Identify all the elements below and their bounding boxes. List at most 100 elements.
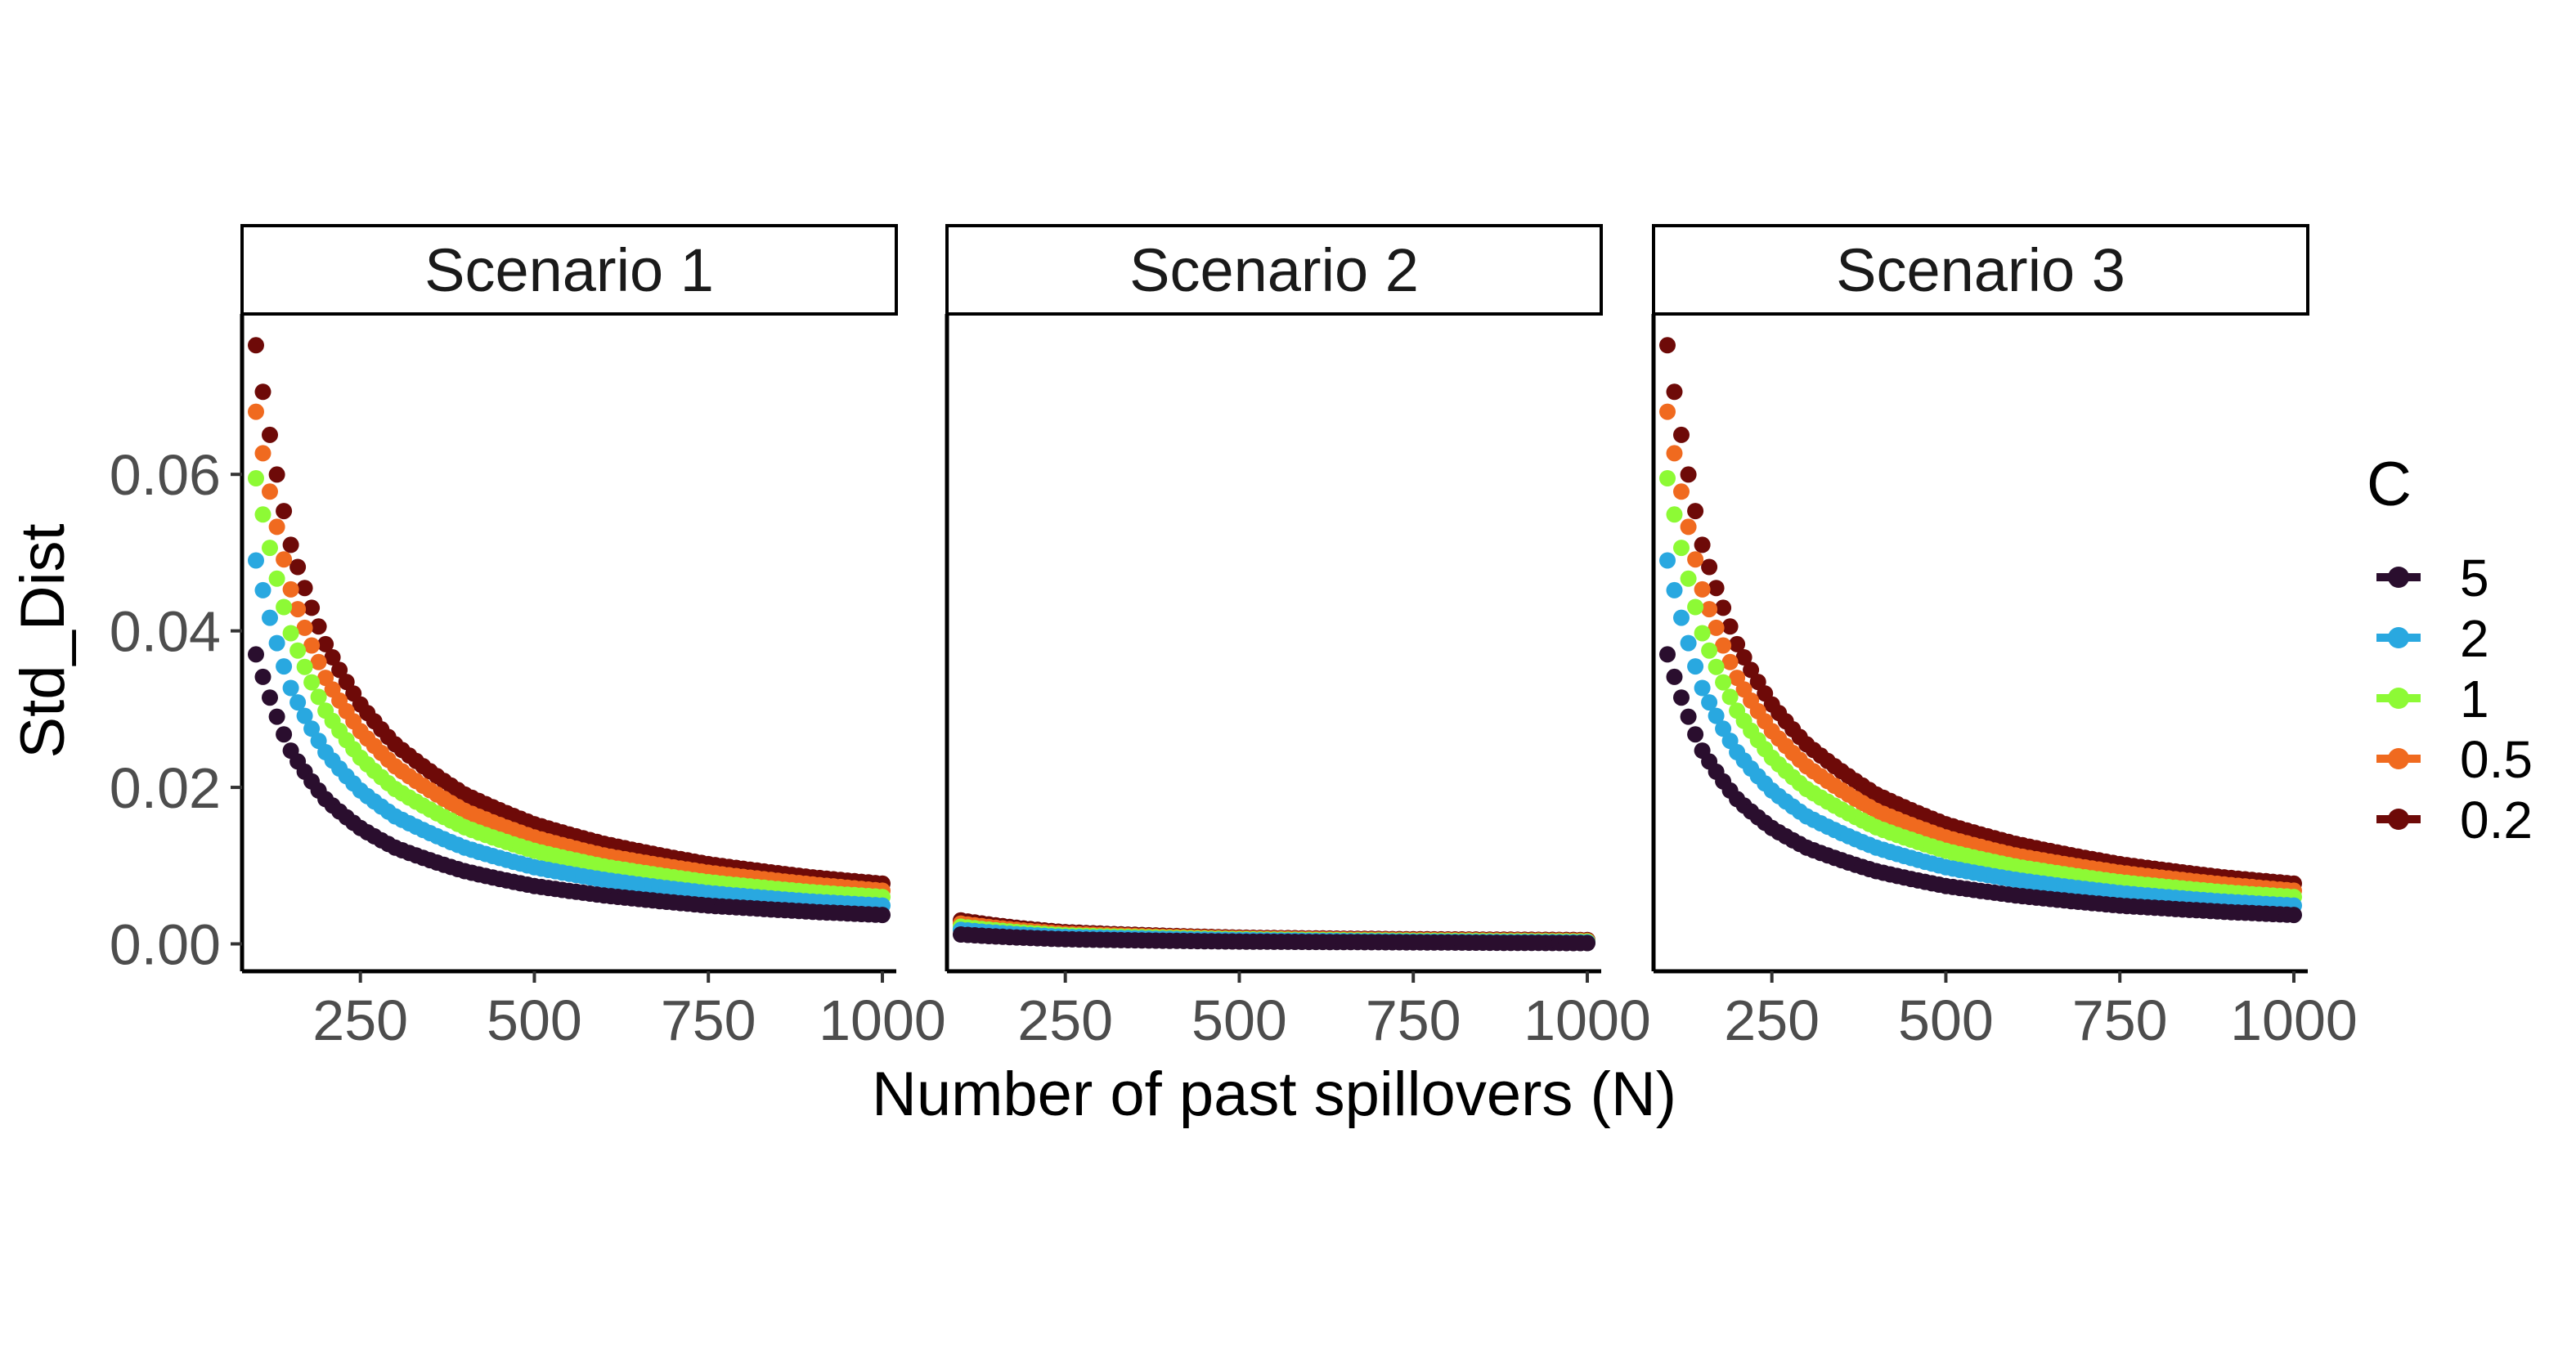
data-point	[296, 658, 313, 675]
x-tick-label: 500	[1192, 988, 1287, 1052]
legend-item: 1	[2376, 670, 2489, 728]
data-point	[254, 383, 272, 401]
legend-label: 1	[2460, 670, 2489, 728]
legend-key-point	[2388, 567, 2409, 588]
data-point	[1694, 625, 1711, 642]
legend-item: 5	[2376, 549, 2489, 607]
data-point	[248, 646, 264, 663]
y-tick-label: 0.02	[110, 756, 221, 820]
legend-title: C	[2367, 450, 2412, 519]
data-point	[1708, 619, 1725, 636]
x-tick-label: 500	[487, 988, 582, 1052]
data-point	[262, 483, 278, 500]
data-point	[1673, 426, 1690, 443]
legend-label: 2	[2460, 609, 2489, 668]
data-point	[248, 552, 264, 569]
x-tick-label: 250	[1017, 988, 1113, 1052]
data-point	[310, 688, 327, 706]
x-tick-label: 1000	[2230, 988, 2358, 1052]
data-point	[276, 503, 293, 520]
data-point	[303, 599, 321, 616]
data-point	[1687, 503, 1704, 520]
data-point	[1579, 934, 1595, 952]
data-point	[1666, 506, 1683, 523]
y-tick-label: 0.06	[110, 443, 221, 507]
data-point	[296, 619, 313, 636]
data-point	[303, 720, 321, 737]
data-point	[1701, 601, 1718, 618]
data-point	[254, 668, 272, 685]
data-point	[262, 609, 278, 626]
legend-item: 2	[2376, 609, 2489, 668]
data-point	[1708, 580, 1725, 597]
data-point	[262, 689, 278, 706]
data-point	[324, 649, 341, 666]
y-tick-label: 0.00	[110, 913, 221, 977]
data-point	[2286, 907, 2302, 924]
legend-key-point	[2388, 809, 2409, 830]
data-point	[276, 726, 293, 743]
data-point	[262, 540, 278, 557]
data-point	[1687, 598, 1704, 616]
data-point	[296, 707, 313, 724]
series-5	[1659, 646, 2302, 924]
data-point	[1673, 609, 1690, 626]
legend-label: 0.2	[2460, 791, 2533, 849]
data-point	[248, 470, 264, 486]
data-point	[1694, 679, 1711, 697]
data-point	[282, 625, 299, 642]
data-point	[254, 506, 272, 523]
x-tick-label: 750	[661, 988, 756, 1052]
data-point	[282, 536, 299, 553]
data-point	[1673, 689, 1690, 706]
data-point	[248, 337, 264, 354]
data-point	[1701, 558, 1718, 576]
data-point	[1715, 674, 1732, 691]
data-point	[1715, 599, 1732, 616]
data-point	[248, 403, 264, 420]
legend-label: 5	[2460, 549, 2489, 607]
series-5	[953, 926, 1595, 952]
series-2	[1659, 552, 2302, 914]
data-point	[1680, 634, 1697, 652]
x-tick-label: 1000	[819, 988, 946, 1052]
data-point	[289, 642, 307, 659]
data-point	[310, 618, 327, 635]
data-point	[1721, 688, 1739, 706]
data-point	[282, 580, 299, 598]
facet-panel-2: Scenario 2 250 500 750 1000	[945, 224, 1651, 1052]
facet-strip	[240, 224, 898, 316]
data-point	[303, 637, 321, 654]
legend-item: 0.2	[2376, 791, 2533, 849]
facet-panel-3: Scenario 3 250 500 750 1000	[1651, 224, 2358, 1052]
data-point	[1687, 658, 1704, 675]
data-point	[1666, 581, 1683, 598]
data-point	[1659, 403, 1676, 420]
y-axis-title: Std_Dist	[8, 523, 78, 758]
facet-title: Scenario 2	[1129, 236, 1419, 304]
data-point	[268, 518, 285, 536]
facet-panel-1: Scenario 1 250 500 750 1000 0.00 0.02 0.04 0.06	[110, 224, 946, 1052]
data-point	[289, 558, 307, 576]
data-point	[1680, 466, 1697, 483]
data-point	[268, 634, 285, 652]
data-point	[1687, 726, 1704, 743]
data-point	[1708, 707, 1725, 724]
data-point	[1666, 445, 1683, 462]
data-point	[1659, 646, 1676, 663]
data-point	[874, 907, 891, 924]
x-axis-title: Number of past spillovers (N)	[872, 1060, 1676, 1129]
data-point	[303, 674, 321, 691]
legend-key-point	[2388, 748, 2409, 769]
data-point	[276, 658, 293, 675]
x-tick-label: 250	[312, 988, 408, 1052]
data-point	[1659, 552, 1676, 569]
data-point	[1701, 642, 1718, 659]
facet-title: Scenario 3	[1836, 236, 2125, 304]
data-point	[289, 694, 307, 711]
x-tick-label: 750	[2072, 988, 2168, 1052]
data-point	[1666, 668, 1683, 685]
data-point	[1729, 635, 1746, 652]
data-point	[254, 581, 272, 598]
